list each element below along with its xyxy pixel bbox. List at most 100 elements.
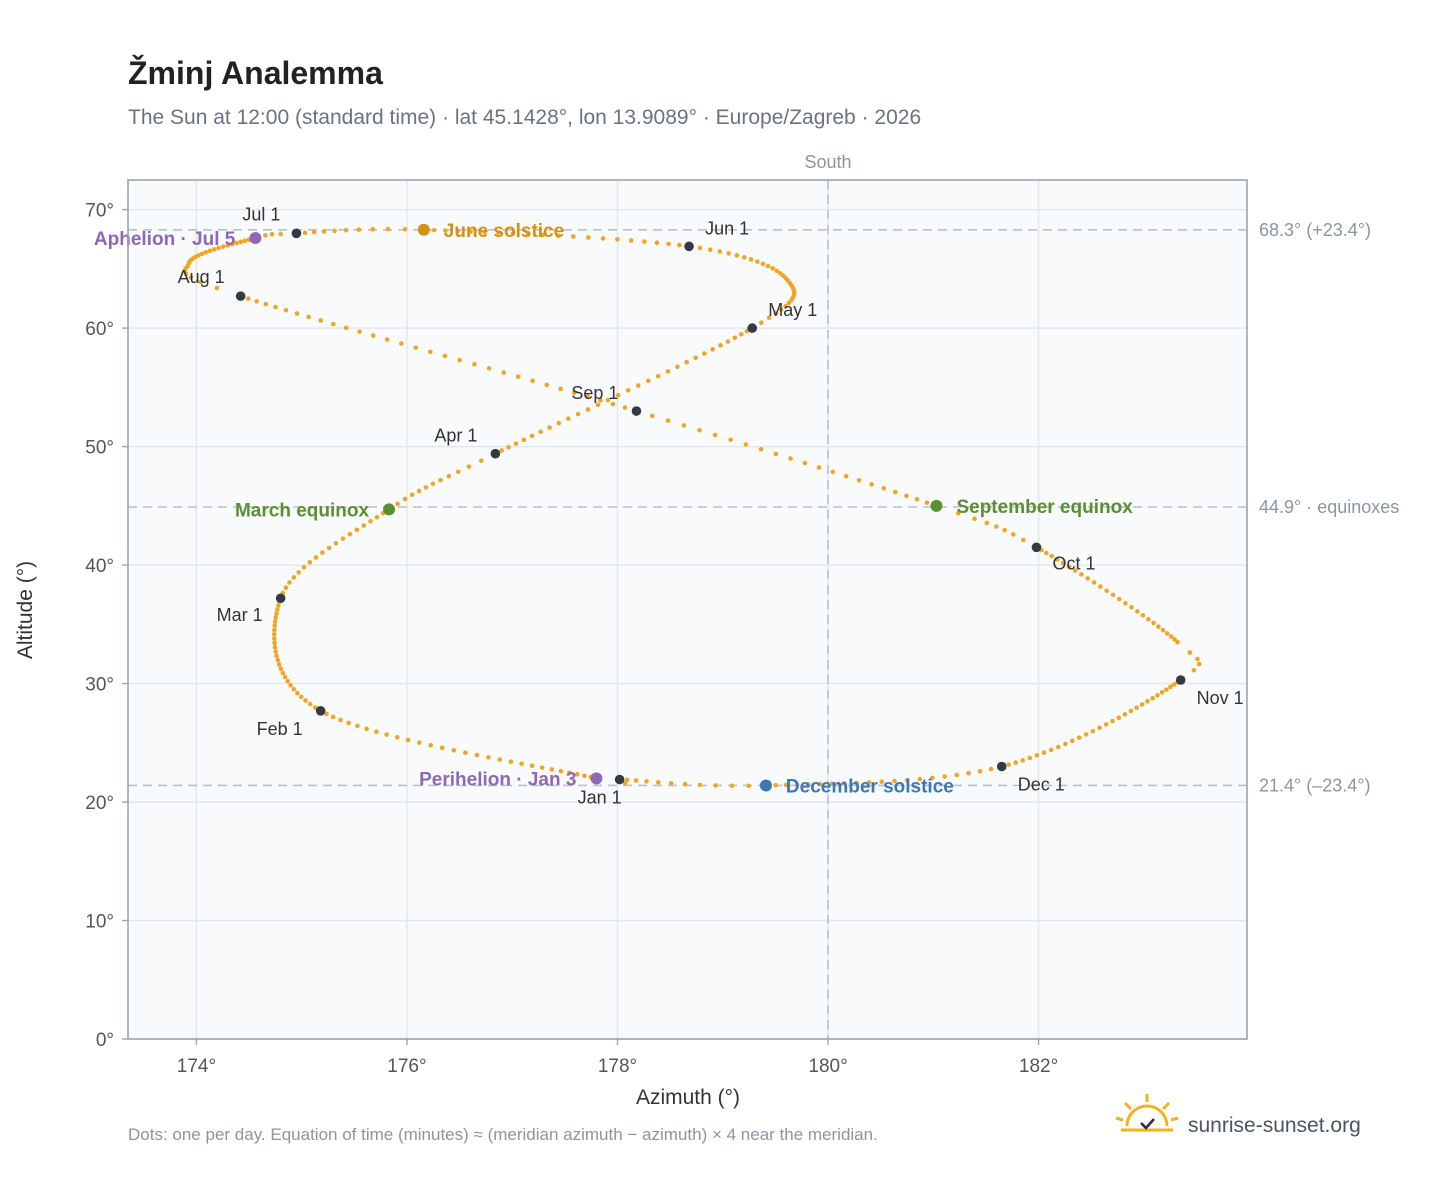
daily-sun-dot [734,253,740,258]
month-label: Nov 1 [1197,688,1244,708]
daily-sun-dot [780,273,786,278]
daily-sun-dot [741,255,747,260]
daily-sun-dot [770,266,775,271]
daily-sun-dot [649,413,655,419]
daily-sun-dot [644,779,649,784]
daily-sun-dot [519,761,524,767]
y-axis-label: Altitude (°) [14,561,37,659]
daily-sun-dot [274,653,279,659]
daily-sun-dot [1044,550,1049,556]
daily-sun-dot [586,235,591,240]
daily-sun-dot [1139,702,1145,707]
daily-sun-dot [636,383,641,388]
daily-sun-dot [428,742,433,748]
daily-sun-dot [665,369,671,374]
daily-sun-dot [624,777,630,783]
daily-sun-dot [402,226,408,232]
daily-sun-dot [765,263,771,269]
daily-sun-dot [409,492,415,498]
daily-sun-dot [585,394,590,399]
daily-sun-dot [567,770,572,776]
daily-sun-dot [442,353,448,359]
month-label: Mar 1 [217,605,263,625]
daily-sun-dot [486,366,492,371]
daily-sun-dot [361,523,367,528]
daily-sun-dot [758,446,764,452]
daily-sun-dot [1055,744,1061,750]
daily-sun-dot [302,230,308,236]
daily-sun-dot [1168,684,1173,690]
daily-sun-dot [1049,553,1054,559]
daily-sun-dot [984,520,990,526]
analemma-curve [182,226,1202,789]
daily-sun-dot [273,304,278,310]
daily-sun-dot [1027,755,1033,761]
sun-ray-icon [1115,1116,1124,1122]
daily-sun-dot [904,493,909,499]
daily-sun-dot [283,585,289,591]
daily-sun-dot [697,427,702,433]
daily-sun-dot [615,237,620,242]
daily-sun-dot [399,341,404,346]
daily-sun-dot [585,407,591,412]
daily-sun-dot [357,329,362,334]
daily-sun-dot [788,456,793,461]
daily-sun-dot [1159,690,1165,695]
daily-sun-dot [1013,760,1018,765]
month-label: Sep 1 [571,383,618,403]
daily-sun-dot [633,778,639,783]
daily-sun-dot [428,349,433,355]
daily-sun-dot [234,240,240,246]
south-label: South [805,152,852,172]
daily-sun-dot [1060,560,1066,566]
daily-sun-dot [718,343,723,348]
daily-sun-dot [273,615,279,620]
daily-sun-dot [1104,588,1110,594]
daily-sun-dot [966,770,971,776]
daily-sun-dot [759,320,764,325]
daily-sun-dot [515,374,521,380]
month-label: Jul 1 [242,204,280,224]
month-marker [315,706,326,716]
daily-sun-dot [301,564,307,570]
daily-sun-dot [385,226,391,232]
daily-sun-dot [320,550,325,555]
daily-sun-dot [1195,656,1200,662]
daily-sun-dot [682,781,688,787]
reference-line-label: 21.4° (–23.4°) [1259,775,1370,795]
daily-sun-dot [738,332,744,337]
daily-sun-dot [280,670,286,676]
daily-sun-dot [668,780,674,786]
daily-sun-dot [285,678,290,684]
daily-sun-dot [443,228,448,233]
daily-sun-dot [802,460,808,466]
x-axis-label: Azimuth (°) [636,1086,740,1109]
daily-sun-dot [693,355,698,361]
reference-line-label: 68.3° (+23.4°) [1259,220,1371,240]
daily-sun-dot [881,486,887,491]
daily-sun-dot [468,229,473,234]
daily-sun-dot [530,378,535,384]
daily-sun-dot [1002,527,1008,533]
event-label: Perihelion · Jan 3 [419,769,576,790]
daily-sun-dot [283,307,289,313]
daily-sun-dot [183,271,189,277]
daily-sun-dot [794,782,800,787]
daily-sun-dot [307,560,313,565]
daily-sun-dot [665,418,671,423]
daily-sun-dot [225,243,231,248]
daily-sun-dot [732,335,738,341]
daily-sun-dot [203,249,209,255]
daily-sun-dot [1128,708,1134,714]
daily-sun-dot [272,627,277,633]
plot-frame [127,179,1248,1040]
sun-ray-icon [1123,1101,1133,1111]
daily-sun-dot [457,357,462,363]
daily-sun-dot [571,234,576,239]
daily-sun-dot [655,373,661,379]
daily-sun-dot [347,531,353,537]
daily-sun-dot [1191,667,1197,673]
daily-sun-dot [384,732,389,737]
daily-sun-dot [1072,568,1078,573]
